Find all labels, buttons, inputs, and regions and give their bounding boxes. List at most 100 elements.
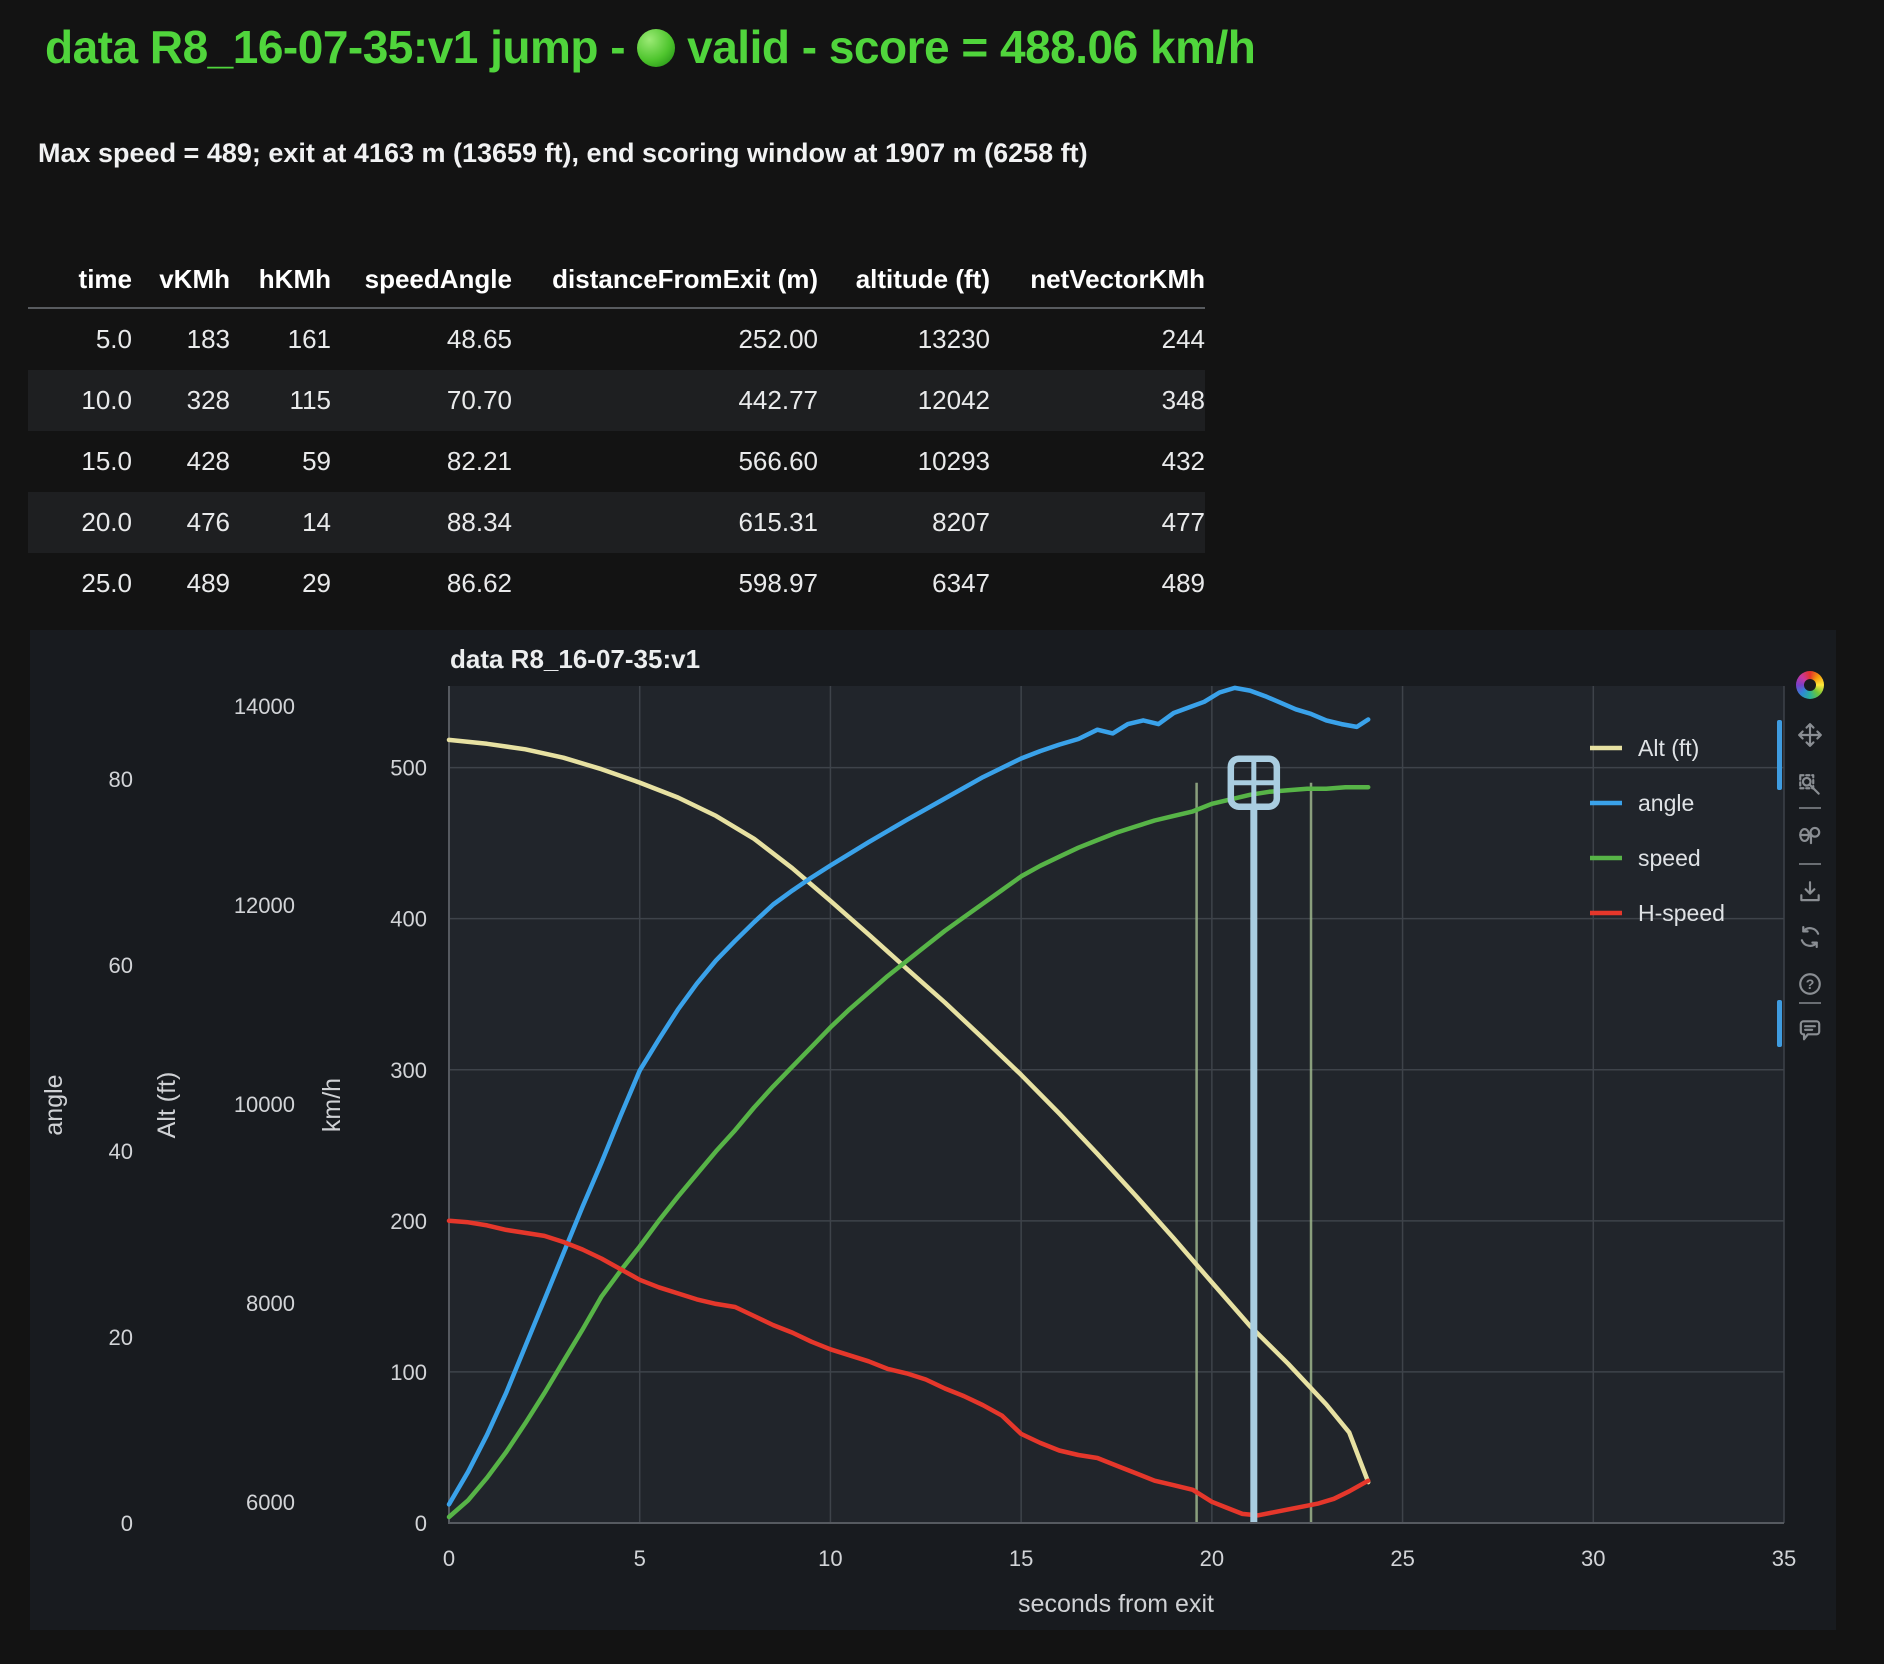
x-axis-title: seconds from exit [1018,1590,1214,1618]
compare-hover-icon[interactable] [1797,822,1823,848]
axis-border [448,686,1784,1524]
table-cell: 14 [302,507,331,537]
x-axis-tick-label: 20 [1200,1546,1224,1571]
chart-plot: 0 5 10 15 20 25 30 35 0 20 40 60 80 6000 8000 10000 1200… [40,685,1796,1571]
page-title-after: valid - score = 488.06 km/h [687,21,1256,73]
y-axis-tick-label: 12000 [234,893,295,918]
plotly-logo-icon[interactable] [1796,671,1824,699]
measurements-table: time vKMh hKMh speedAngle distanceFromExit (… [28,258,1205,614]
table-cell: 244 [1161,324,1205,354]
legend-label: speed [1638,845,1701,871]
table-cell: 432 [1161,446,1205,476]
x-axis-tick-label: 5 [634,1546,646,1571]
reset-axes-icon[interactable] [1797,924,1823,950]
y-axis-title: Alt (ft) [153,1072,181,1139]
table-cell: 183 [186,324,230,354]
table-row: 25.0 489 29 86.62 598.97 6347 489 [28,553,1205,614]
legend-item-angle[interactable]: angle [1590,790,1694,816]
chart-panel: data R8_16-07-35:v1 0 5 10 15 20 25 30 35 0 20 40 6… [30,630,1836,1630]
table-header-cell: hKMh [230,258,331,309]
table-cell: 489 [1161,568,1205,598]
table-cell: 29 [302,568,331,598]
y-axis-tick-label: 200 [390,1209,427,1234]
chart-title: data R8_16-07-35:v1 [450,644,701,674]
scroll-indicator[interactable] [1777,1000,1782,1047]
legend-label: H-speed [1638,900,1725,926]
green-circle-icon [637,29,676,67]
table-row: 5.0 183 161 48.65 252.00 13230 244 [28,308,1205,370]
y-axis-tick-label: 0 [121,1511,133,1536]
table-cell: 12042 [917,385,990,415]
series-h-speed [446,1218,1371,1518]
table-cell: 489 [186,568,230,598]
page-title: data R8_16-07-35:v1 jump - valid - score … [45,20,1256,74]
table-header-cell: distanceFromExit (m) [512,258,818,309]
help-icon[interactable]: ? [1797,971,1823,997]
table-cell: 10.0 [81,385,132,415]
modebar-separator [1799,1002,1821,1004]
table-cell: 348 [1161,385,1205,415]
download-icon[interactable] [1797,879,1823,905]
table-cell: 25.0 [81,568,132,598]
legend-item-speed[interactable]: speed [1590,845,1701,871]
y-axis-tick-label: 100 [390,1360,427,1385]
y-axis-tick-label: 80 [109,767,133,792]
table-cell: 70.70 [446,385,512,415]
scroll-indicator[interactable] [1777,720,1782,790]
subtitle: Max speed = 489; exit at 4163 m (13659 f… [38,138,1088,168]
plot-background [449,686,1784,1523]
table-cell: 476 [186,507,230,537]
legend-label: Alt (ft) [1638,735,1699,761]
table-cell: 20.0 [81,507,132,537]
table-cell: 328 [186,385,230,415]
y-axis-title: angle [40,1074,68,1135]
y-axis-tick-label: 14000 [234,694,295,719]
y-axis-title: km/h [318,1078,346,1132]
legend-label: angle [1638,790,1694,816]
table-cell: 5.0 [95,324,132,354]
chart-toolbar: ? [1784,630,1836,1630]
series-alt-ft- [446,737,1371,1485]
y-axis-tick-label: 500 [390,756,427,781]
table-cell: 477 [1161,507,1205,537]
table-cell: 8207 [932,507,990,537]
legend-item-h-speed[interactable]: H-speed [1590,900,1725,926]
table-cell: 252.00 [738,324,818,354]
table-header-cell: time [28,258,132,309]
table-cell: 161 [287,324,331,354]
x-axis-tick-label: 30 [1581,1546,1605,1571]
table-cell: 15.0 [81,446,132,476]
data-table: time vKMh hKMh speedAngle distanceFromExit (… [28,258,1205,614]
modebar-separator [1799,863,1821,865]
table-row: 20.0 476 14 88.34 615.31 8207 477 [28,492,1205,553]
table-cell: 442.77 [738,385,818,415]
comment-icon[interactable] [1797,1017,1823,1043]
page-title-before: data R8_16-07-35:v1 jump - [45,21,626,73]
y-axis-tick-label: 0 [415,1511,427,1536]
x-axis-tick-label: 0 [443,1546,455,1571]
table-cell: 428 [186,446,230,476]
y-axis-tick-label: 6000 [246,1490,295,1515]
table-cell: 88.34 [446,507,512,537]
table-cell: 48.65 [446,324,512,354]
table-cell: 59 [302,446,331,476]
table-header-cell: altitude (ft) [818,258,990,309]
x-axis-tick-label: 35 [1772,1546,1796,1571]
table-header-cell: speedAngle [331,258,512,309]
y-axis-tick-label: 10000 [234,1092,295,1117]
table-cell: 86.62 [446,568,512,598]
y-axis-tick-label: 60 [109,953,133,978]
pan-icon[interactable] [1797,722,1823,748]
table-row: 15.0 428 59 82.21 566.60 10293 432 [28,431,1205,492]
zoom-box-icon[interactable] [1797,772,1823,798]
y-axis-tick-label: 300 [390,1058,427,1083]
table-header-cell: netVectorKMh [990,258,1205,309]
svg-text:?: ? [1806,976,1815,992]
legend-item-alt-ft-[interactable]: Alt (ft) [1590,735,1699,761]
y-axis-tick-label: 400 [390,907,427,932]
x-axis-tick-label: 25 [1390,1546,1414,1571]
series-angle [446,685,1371,1507]
y-axis-tick-label: 40 [109,1139,133,1164]
modebar-separator [1799,807,1821,809]
